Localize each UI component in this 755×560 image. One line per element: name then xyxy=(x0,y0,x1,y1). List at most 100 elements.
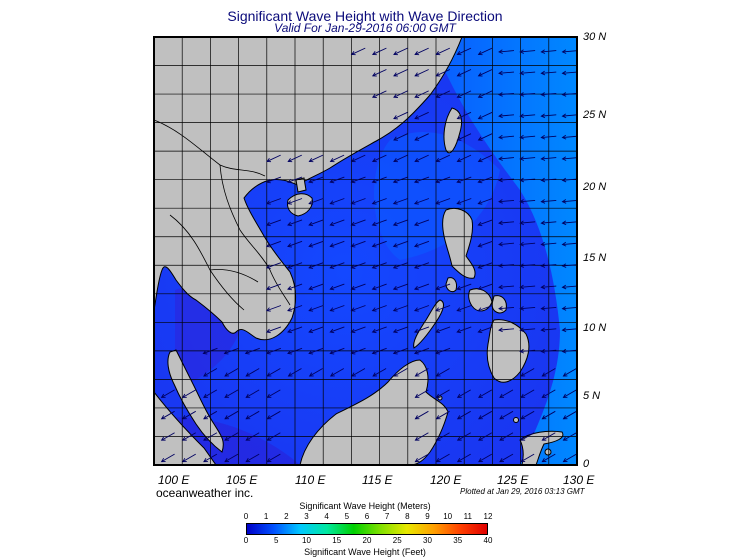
map-valid-time: Valid For Jan-29-2016 06:00 GMT xyxy=(274,21,456,35)
lon-label-120e: 120 E xyxy=(430,473,462,487)
wave-arrow xyxy=(308,283,324,291)
wave-arrow xyxy=(414,90,429,98)
wave-arrow xyxy=(371,305,387,312)
wave-arrow xyxy=(350,219,366,227)
wave-arrow xyxy=(350,47,366,56)
wave-arrow xyxy=(477,90,493,98)
map-frame xyxy=(153,36,578,466)
wave-arrow xyxy=(478,410,493,420)
wave-arrow xyxy=(561,284,577,290)
lat-label-30n: 30 N xyxy=(583,31,607,43)
wave-arrow xyxy=(520,389,535,398)
wave-arrow xyxy=(350,262,366,269)
wave-arrow xyxy=(519,284,536,290)
colorbar-feet-tick: 10 xyxy=(302,536,311,545)
wave-arrow xyxy=(371,176,387,184)
wave-arrow xyxy=(245,432,260,441)
colorbar-feet-tick: 25 xyxy=(392,536,402,545)
wave-arrow xyxy=(478,432,493,441)
colorbar-title-feet: Significant Wave Height (Feet) xyxy=(304,547,426,557)
wave-arrow xyxy=(393,69,408,77)
wave-arrow xyxy=(203,389,218,398)
wave-arrow xyxy=(350,154,366,163)
wave-arrow xyxy=(519,306,536,311)
wave-arrow xyxy=(540,263,557,268)
wave-arrow xyxy=(203,432,218,441)
wave-arrow xyxy=(181,389,196,398)
wave-arrow xyxy=(499,432,514,441)
wave-arrow xyxy=(561,177,577,183)
wave-arrow xyxy=(392,219,408,227)
wave-arrow xyxy=(435,176,451,184)
wave-arrow xyxy=(393,133,408,141)
wave-arrow xyxy=(562,368,577,377)
wave-arrow xyxy=(562,453,577,463)
wave-arrow xyxy=(265,219,282,227)
wave-arrow xyxy=(540,348,557,354)
wave-arrow xyxy=(329,326,345,334)
wave-arrow xyxy=(265,326,282,334)
wave-arrow xyxy=(477,283,493,291)
wave-arrow xyxy=(287,326,303,334)
wave-arrow xyxy=(435,410,450,420)
land-taiwan xyxy=(443,107,463,154)
colorbar-meter-tick: 1 xyxy=(263,512,269,521)
wave-arrow xyxy=(392,283,408,291)
wave-arrow xyxy=(329,262,345,269)
wave-arrow xyxy=(478,453,493,463)
wave-arrow xyxy=(520,453,535,463)
wave-arrow xyxy=(393,47,408,56)
wave-arrow xyxy=(477,198,493,205)
wave-arrow xyxy=(266,389,281,398)
wave-arrow xyxy=(266,154,281,163)
colorbar-meter-tick: 10 xyxy=(443,512,453,521)
colorbar-meter-tick: 6 xyxy=(364,512,370,521)
wave-arrow xyxy=(540,199,557,204)
colorbar-feet-tick: 0 xyxy=(243,536,249,545)
wave-arrow xyxy=(561,92,577,97)
wave-arrow xyxy=(456,326,472,334)
colorbar-feet-tick: 15 xyxy=(332,536,342,545)
wave-arrow xyxy=(499,453,514,463)
plotted-timestamp: Plotted at Jan 29, 2016 03:13 GMT xyxy=(460,487,585,496)
colorbar-feet-tick: 20 xyxy=(362,536,372,545)
lon-label-115e: 115 E xyxy=(362,473,393,487)
wave-arrow xyxy=(371,326,387,334)
wave-arrow xyxy=(414,389,429,398)
lat-label-25n: 25 N xyxy=(583,109,607,121)
wave-arrow xyxy=(329,283,345,291)
wave-arrow xyxy=(561,134,577,140)
wave-arrow xyxy=(477,326,493,334)
wave-arrow xyxy=(477,154,493,163)
land-borneo xyxy=(299,359,449,465)
colorbar-meter-tick: 12 xyxy=(483,512,493,521)
wave-arrow xyxy=(371,69,387,77)
wave-arrow xyxy=(181,432,196,441)
wave-arrow xyxy=(456,133,472,141)
wave-arrow xyxy=(435,154,451,163)
wave-arrow xyxy=(520,368,535,377)
wave-arrow xyxy=(371,283,387,291)
wave-arrow xyxy=(541,453,556,463)
wave-arrow xyxy=(435,69,451,77)
wave-arrow xyxy=(413,240,430,248)
wave-arrow xyxy=(413,176,430,184)
wave-arrow xyxy=(561,241,577,247)
wave-arrow xyxy=(435,453,450,463)
wave-arrow xyxy=(478,389,493,398)
wave-arrow xyxy=(265,176,282,184)
wave-arrow xyxy=(435,368,450,377)
lon-label-110e: 110 E xyxy=(295,473,326,487)
wave-arrow xyxy=(308,347,324,355)
wave-arrow xyxy=(562,432,577,441)
wave-arrow xyxy=(287,176,303,184)
wave-arrow xyxy=(520,432,535,441)
wave-arrow xyxy=(498,327,515,333)
colorbar-meter-tick: 8 xyxy=(405,512,410,521)
wave-arrow xyxy=(541,432,556,441)
lon-label-130e: 130 E xyxy=(563,473,595,487)
wave-arrow xyxy=(541,389,556,398)
wave-arrow xyxy=(541,368,556,377)
land-sumatra xyxy=(154,391,217,465)
wave-arrow xyxy=(371,262,387,269)
